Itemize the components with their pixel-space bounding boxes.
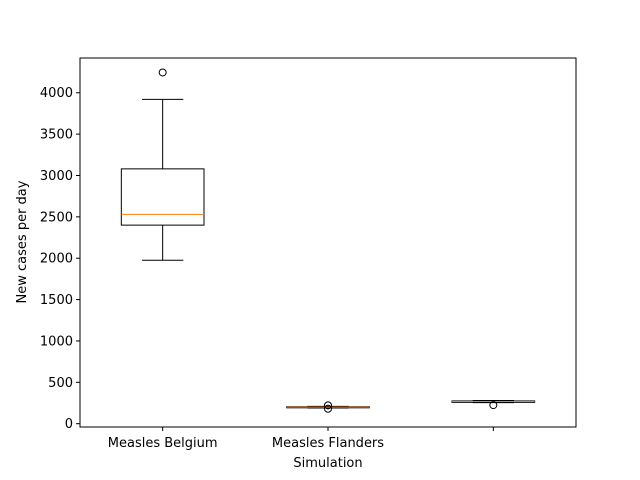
y-tick-label: 4000 — [40, 86, 73, 101]
iqr-box — [120, 168, 205, 226]
x-axis-label: Simulation — [293, 456, 362, 471]
outlier-point — [158, 68, 167, 77]
y-tick-label: 3000 — [40, 169, 73, 184]
y-tick-label: 2000 — [40, 252, 73, 267]
y-axis-label: New cases per day — [15, 180, 30, 303]
y-tick-label: 0 — [65, 417, 73, 432]
outlier-point — [489, 401, 498, 410]
x-tick-label: Measles Belgium — [108, 436, 218, 451]
y-tick-label: 500 — [48, 376, 73, 391]
plot-area: 0 500 1000 1500 2000 2500 3000 3500 4000 Measles … — [40, 68, 536, 451]
y-tick-label: 1000 — [40, 334, 73, 349]
axes-frame — [79, 57, 577, 428]
outlier-point — [324, 404, 332, 413]
y-tick-label: 1500 — [40, 293, 73, 308]
outlier-point — [324, 401, 332, 410]
y-tick-label: 3500 — [40, 128, 73, 143]
x-tick-label: Measles Flanders — [272, 436, 384, 451]
y-tick-label: 2500 — [40, 210, 73, 225]
